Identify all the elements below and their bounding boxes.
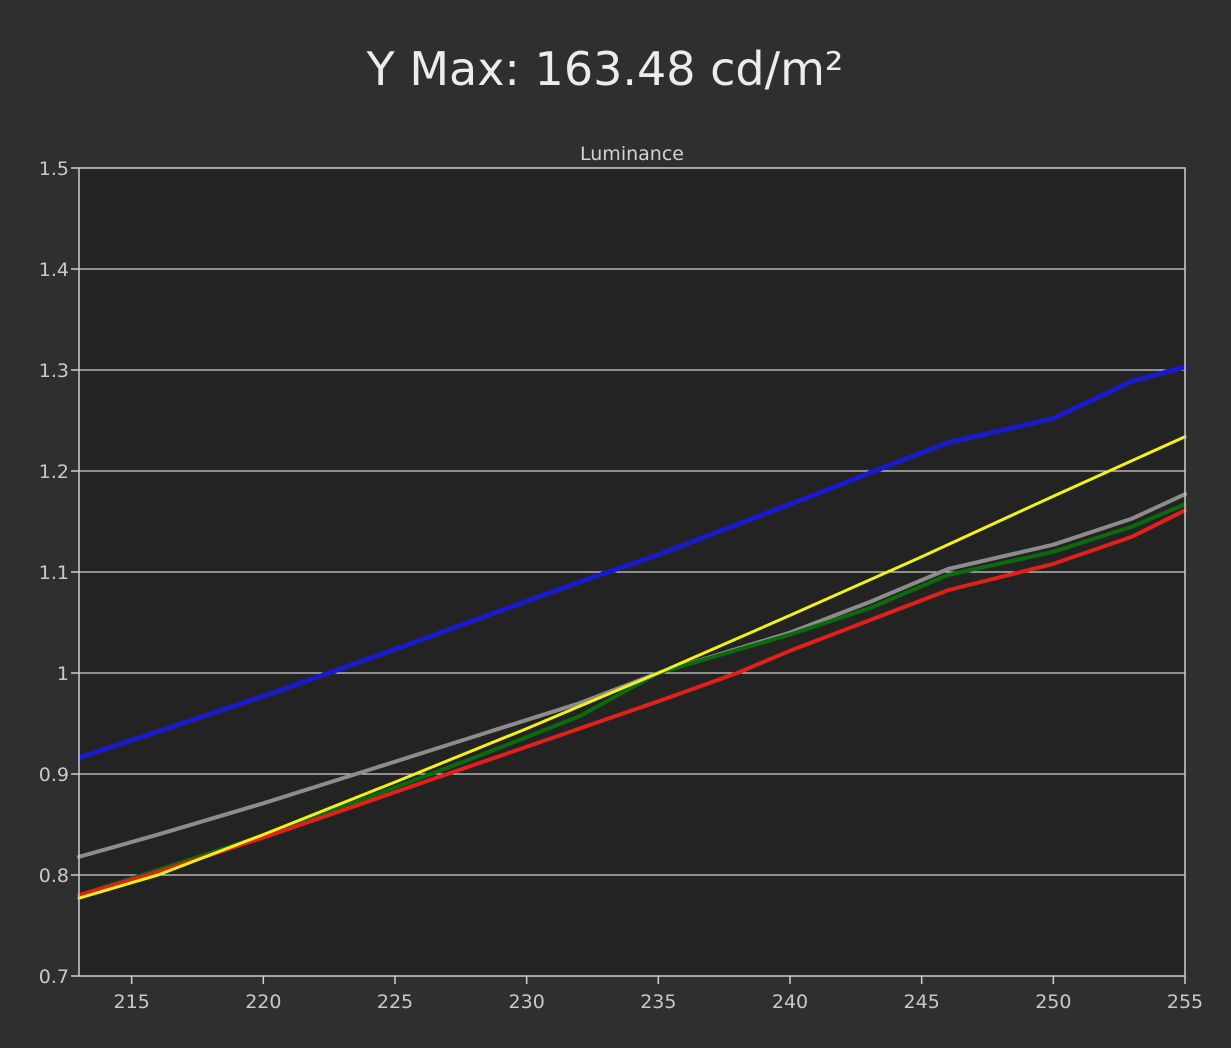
axes: 0.7 0.8 0.9 1 1.1 1.2 1.3 1.4 1.5 215 220 225 230 235…: [39, 158, 1203, 1013]
y-tick-label: 1: [57, 663, 69, 685]
y-tick-label: 0.9: [39, 764, 69, 786]
y-tick-label: 1.4: [39, 259, 69, 281]
x-tick-label: 245: [904, 991, 940, 1013]
series-line-blue: [76, 364, 1188, 761]
grid-lines: [79, 268, 1185, 876]
y-tick-label: 1.3: [39, 360, 69, 382]
x-tick-label: 220: [245, 991, 281, 1013]
x-tick-label: 235: [640, 991, 676, 1013]
x-tick-label: 230: [509, 991, 545, 1013]
x-tick-label: 215: [114, 991, 150, 1013]
x-tick-label: 255: [1167, 991, 1203, 1013]
x-tick-label: 250: [1035, 991, 1071, 1013]
series-lines: [76, 364, 1188, 900]
x-tick-label: 225: [377, 991, 413, 1013]
chart-title: Luminance: [580, 143, 684, 165]
y-tick-label: 1.1: [39, 562, 69, 584]
page-title: Y Max: 163.48 cd/m²: [366, 42, 844, 96]
y-tick-label: 0.7: [39, 966, 69, 988]
y-tick-label: 1.2: [39, 461, 69, 483]
series-line-red: [77, 508, 1187, 898]
y-tick-label: 0.8: [39, 865, 69, 887]
x-tick-label: 240: [772, 991, 808, 1013]
series-line-yellow: [77, 435, 1187, 900]
y-tick-label: 1.5: [39, 158, 69, 180]
